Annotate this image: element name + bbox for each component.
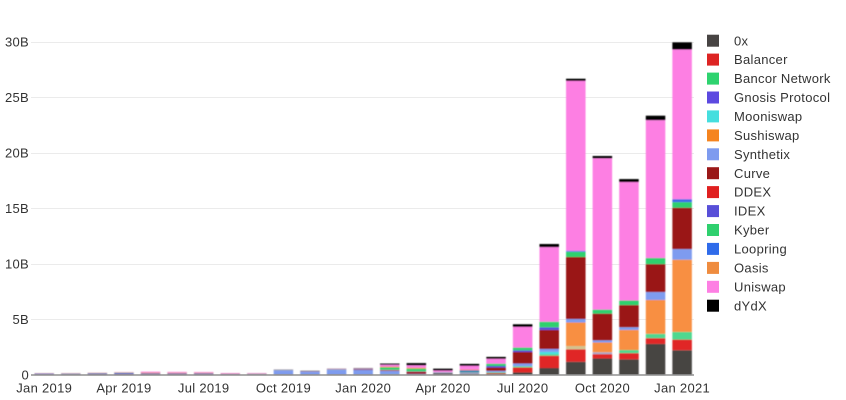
svg-text:Jul 2020: Jul 2020 bbox=[497, 380, 549, 395]
svg-text:Loopring: Loopring bbox=[734, 242, 787, 257]
svg-text:Apr 2020: Apr 2020 bbox=[415, 380, 470, 395]
svg-text:Gnosis Protocol: Gnosis Protocol bbox=[734, 90, 830, 105]
svg-text:25B: 25B bbox=[5, 90, 29, 105]
svg-text:IDEX: IDEX bbox=[734, 204, 766, 219]
svg-text:0: 0 bbox=[21, 368, 29, 383]
svg-text:Balancer: Balancer bbox=[734, 52, 788, 67]
svg-text:30B: 30B bbox=[5, 35, 29, 50]
svg-text:Synthetix: Synthetix bbox=[734, 147, 790, 162]
svg-text:Jul 2019: Jul 2019 bbox=[178, 380, 230, 395]
svg-text:Jan 2019: Jan 2019 bbox=[16, 380, 72, 395]
svg-text:dYdX: dYdX bbox=[734, 298, 767, 313]
svg-text:Uniswap: Uniswap bbox=[734, 279, 786, 294]
svg-text:Bancor Network: Bancor Network bbox=[734, 71, 831, 86]
svg-text:Oasis: Oasis bbox=[734, 261, 769, 276]
svg-text:5B: 5B bbox=[12, 312, 29, 327]
svg-text:Jan 2021: Jan 2021 bbox=[654, 380, 710, 395]
svg-text:0x: 0x bbox=[734, 33, 749, 48]
svg-text:Oct 2019: Oct 2019 bbox=[256, 380, 311, 395]
svg-text:Oct 2020: Oct 2020 bbox=[575, 380, 630, 395]
svg-text:DDEX: DDEX bbox=[734, 185, 771, 200]
svg-text:10B: 10B bbox=[5, 257, 29, 272]
svg-text:Curve: Curve bbox=[734, 166, 770, 181]
svg-text:Mooniswap: Mooniswap bbox=[734, 109, 802, 124]
svg-text:20B: 20B bbox=[5, 146, 29, 161]
svg-text:Sushiswap: Sushiswap bbox=[734, 128, 800, 143]
svg-text:15B: 15B bbox=[5, 201, 29, 216]
svg-text:Jan 2020: Jan 2020 bbox=[335, 380, 391, 395]
svg-text:Apr 2019: Apr 2019 bbox=[96, 380, 151, 395]
svg-text:Kyber: Kyber bbox=[734, 223, 770, 238]
